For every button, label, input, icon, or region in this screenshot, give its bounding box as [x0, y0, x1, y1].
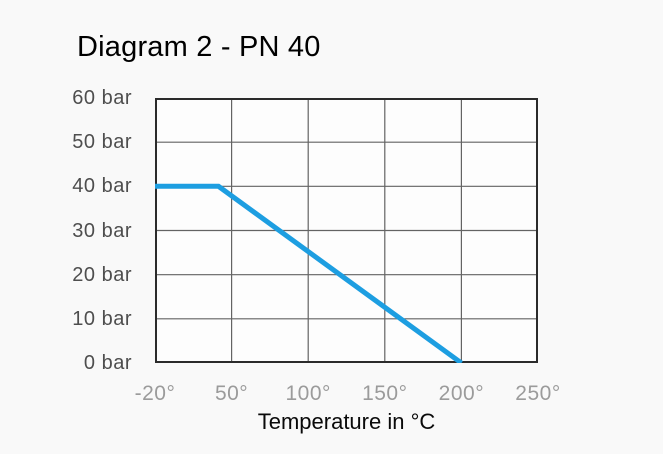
y-tick-label: 20 bar: [72, 263, 132, 286]
x-tick-label: 250°: [515, 382, 561, 405]
grid-lines: [155, 98, 538, 363]
x-tick-label: 100°: [285, 382, 331, 405]
y-tick-label: 60 bar: [72, 87, 132, 109]
x-tick-label: 150°: [362, 382, 408, 405]
x-tick-label: 200°: [438, 382, 485, 405]
y-tick-label: 40 bar: [72, 175, 132, 198]
pressure-limit-line: [155, 183, 463, 363]
y-tick-label: 0 bar: [83, 352, 132, 374]
chart-canvas: [155, 98, 538, 363]
x-axis-title: Temperature in °C: [257, 409, 436, 434]
x-tick-label: -20°: [134, 382, 176, 405]
chart-title: Diagram 2 - PN 40: [77, 31, 321, 63]
y-tick-label: 30 bar: [72, 219, 132, 242]
y-tick-label: 50 bar: [72, 131, 132, 154]
plot-border: [155, 98, 538, 363]
x-tick-label: 50°: [214, 382, 249, 405]
plot-area: [155, 98, 538, 363]
y-tick-label: 10 bar: [72, 307, 132, 330]
